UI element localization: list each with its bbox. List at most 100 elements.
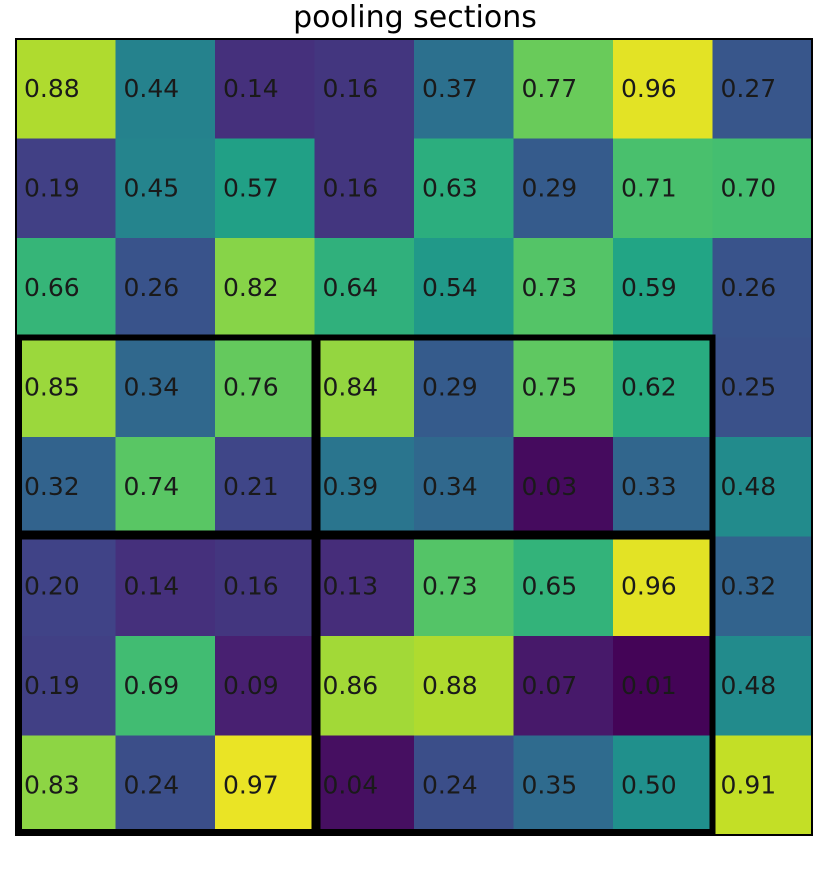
cell-value-label: 0.86 — [323, 671, 379, 700]
heatmap-cell — [215, 238, 315, 338]
cell-value-label: 0.27 — [721, 74, 777, 103]
cell-value-label: 0.14 — [223, 74, 279, 103]
cell-value-label: 0.96 — [621, 571, 677, 600]
heatmap-cell — [414, 735, 514, 836]
cell-value-label: 0.63 — [422, 173, 478, 202]
cell-value-label: 0.88 — [24, 74, 80, 103]
heatmap-cell — [513, 238, 614, 338]
heatmap-cell — [613, 337, 713, 438]
pooling-section-box — [314, 533, 716, 835]
heatmap-cell — [314, 536, 415, 637]
cell-value-label: 0.14 — [124, 571, 180, 600]
heatmap-cell — [215, 536, 315, 637]
cell-value-label: 0.69 — [124, 671, 180, 700]
heatmap-cell — [215, 337, 315, 438]
heatmap-cell — [115, 437, 216, 537]
cell-value-label: 0.35 — [522, 770, 578, 799]
cell-value-label: 0.65 — [522, 571, 578, 600]
heatmap-cell — [414, 536, 514, 637]
cell-value-label: 0.96 — [621, 74, 677, 103]
cell-value-label: 0.76 — [223, 372, 279, 401]
heatmap-cell — [16, 39, 116, 139]
heatmap-cell — [215, 437, 315, 537]
cell-value-label: 0.84 — [323, 372, 379, 401]
heatmap-cell — [115, 735, 216, 836]
heatmap-cell — [712, 735, 813, 836]
heatmap-cell — [712, 337, 813, 438]
heatmap-cell — [513, 536, 614, 637]
heatmap-cell — [314, 735, 415, 836]
cell-value-label: 0.44 — [124, 74, 180, 103]
heatmap-cell — [314, 39, 415, 139]
cell-value-label: 0.09 — [223, 671, 279, 700]
heatmap-cell — [613, 636, 713, 736]
cell-value-label: 0.82 — [223, 273, 279, 302]
cell-value-label: 0.64 — [323, 273, 379, 302]
cell-value-label: 0.77 — [522, 74, 578, 103]
heatmap-cell — [115, 39, 216, 139]
heatmap-cell — [414, 238, 514, 338]
cell-value-label: 0.83 — [24, 770, 80, 799]
heatmap-cell — [613, 238, 713, 338]
heatmap-cell — [314, 238, 415, 338]
cell-value-label: 0.03 — [522, 472, 578, 501]
cell-value-label: 0.33 — [621, 472, 677, 501]
heatmap-cell — [613, 735, 713, 836]
cell-value-label: 0.26 — [721, 273, 777, 302]
cell-value-label: 0.73 — [522, 273, 578, 302]
cell-value-label: 0.32 — [721, 571, 777, 600]
cell-value-label: 0.16 — [323, 74, 379, 103]
heatmap-cell — [314, 337, 415, 438]
cell-value-label: 0.34 — [422, 472, 478, 501]
heatmap-cell — [115, 138, 216, 239]
cell-value-label: 0.20 — [24, 571, 80, 600]
heatmap-cell — [414, 437, 514, 537]
heatmap-cell — [115, 337, 216, 438]
cell-value-label: 0.97 — [223, 770, 279, 799]
cell-value-label: 0.88 — [422, 671, 478, 700]
heatmap-cell — [16, 636, 116, 736]
heatmap-cell — [613, 39, 713, 139]
heatmap-cell — [414, 138, 514, 239]
cell-value-label: 0.21 — [223, 472, 279, 501]
heatmap-cell — [613, 437, 713, 537]
heatmap-cell — [414, 337, 514, 438]
heatmap-cell — [712, 536, 813, 637]
cell-value-label: 0.50 — [621, 770, 677, 799]
heatmap-cell — [513, 735, 614, 836]
heatmap-cell — [115, 536, 216, 637]
heatmap-cell — [215, 636, 315, 736]
cell-value-label: 0.13 — [323, 571, 379, 600]
heatmap-cell — [712, 238, 813, 338]
heatmap-cell — [712, 437, 813, 537]
heatmap-cell — [314, 138, 415, 239]
cell-value-label: 0.59 — [621, 273, 677, 302]
cell-value-label: 0.16 — [323, 173, 379, 202]
cell-value-label: 0.57 — [223, 173, 279, 202]
heatmap-cell — [115, 238, 216, 338]
cell-value-label: 0.75 — [522, 372, 578, 401]
cell-value-label: 0.48 — [721, 472, 777, 501]
cell-value-label: 0.24 — [422, 770, 478, 799]
cell-value-label: 0.19 — [24, 173, 80, 202]
cell-value-label: 0.45 — [124, 173, 180, 202]
heatmap-cell — [314, 636, 415, 736]
cell-value-label: 0.37 — [422, 74, 478, 103]
heatmap-cell — [712, 39, 813, 139]
cell-value-label: 0.01 — [621, 671, 677, 700]
heatmap-cell — [314, 437, 415, 537]
heatmap-cell — [513, 138, 614, 239]
cell-value-label: 0.04 — [323, 770, 379, 799]
heatmap-cell — [16, 735, 116, 836]
heatmap-cell — [513, 337, 614, 438]
cell-value-label: 0.62 — [621, 372, 677, 401]
heatmap-cell — [414, 39, 514, 139]
cell-value-label: 0.24 — [124, 770, 180, 799]
cell-value-label: 0.54 — [422, 273, 478, 302]
cell-value-label: 0.34 — [124, 372, 180, 401]
heatmap-cell — [215, 138, 315, 239]
heatmap-cell — [414, 636, 514, 736]
cell-value-label: 0.73 — [422, 571, 478, 600]
cell-value-label: 0.91 — [721, 770, 777, 799]
